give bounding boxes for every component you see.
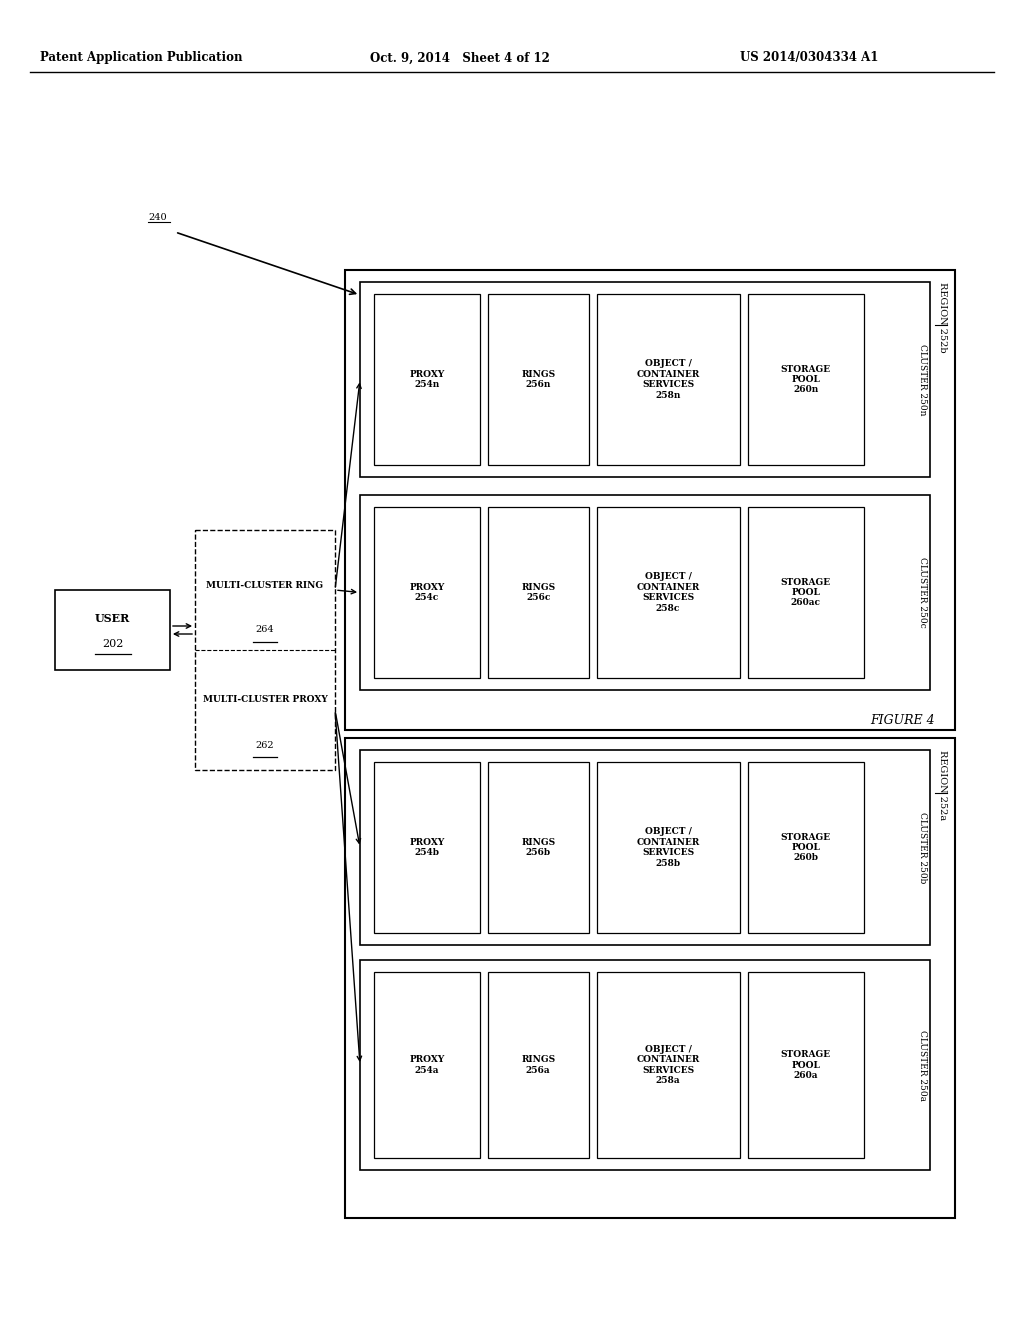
Bar [374, 972, 480, 1158]
Bar [374, 762, 480, 933]
Text: MULTI-CLUSTER RING: MULTI-CLUSTER RING [207, 581, 324, 590]
Text: STORAGE
POOL
260a: STORAGE POOL 260a [780, 1051, 830, 1080]
Bar [487, 972, 589, 1158]
Text: PROXY
254c: PROXY 254c [410, 583, 444, 602]
Bar [597, 972, 739, 1158]
Bar [597, 762, 739, 933]
Bar [748, 972, 864, 1158]
Text: REGION 252a: REGION 252a [938, 750, 947, 820]
Bar [487, 294, 589, 465]
Bar [360, 495, 930, 690]
Text: STORAGE
POOL
260b: STORAGE POOL 260b [780, 833, 830, 862]
Bar [345, 271, 955, 730]
Text: OBJECT /
CONTAINER
SERVICES
258b: OBJECT / CONTAINER SERVICES 258b [636, 828, 699, 867]
Text: PROXY
254n: PROXY 254n [410, 370, 444, 389]
Text: OBJECT /
CONTAINER
SERVICES
258a: OBJECT / CONTAINER SERVICES 258a [636, 1045, 699, 1085]
Bar [360, 750, 930, 945]
Bar [374, 294, 480, 465]
Text: Oct. 9, 2014   Sheet 4 of 12: Oct. 9, 2014 Sheet 4 of 12 [370, 51, 550, 65]
Text: OBJECT /
CONTAINER
SERVICES
258c: OBJECT / CONTAINER SERVICES 258c [636, 573, 699, 612]
Bar [360, 960, 930, 1170]
Bar [55, 590, 170, 671]
Text: PROXY
254b: PROXY 254b [410, 838, 444, 857]
Text: US 2014/0304334 A1: US 2014/0304334 A1 [740, 51, 879, 65]
Text: STORAGE
POOL
260ac: STORAGE POOL 260ac [780, 578, 830, 607]
Bar [597, 507, 739, 678]
Bar [360, 282, 930, 477]
Text: RINGS
256n: RINGS 256n [521, 370, 555, 389]
Bar [345, 738, 955, 1218]
Bar [748, 762, 864, 933]
Text: MULTI-CLUSTER PROXY: MULTI-CLUSTER PROXY [203, 696, 328, 705]
Text: RINGS
256c: RINGS 256c [521, 583, 555, 602]
Text: CLUSTER 250a: CLUSTER 250a [918, 1030, 927, 1101]
Bar [597, 294, 739, 465]
Text: RINGS
256a: RINGS 256a [521, 1055, 555, 1074]
Text: CLUSTER 250n: CLUSTER 250n [918, 343, 927, 416]
Bar [195, 531, 335, 770]
Bar [748, 294, 864, 465]
Text: Patent Application Publication: Patent Application Publication [40, 51, 243, 65]
Text: CLUSTER 250c: CLUSTER 250c [918, 557, 927, 628]
Text: 202: 202 [101, 639, 123, 649]
Text: FIGURE 4: FIGURE 4 [870, 714, 935, 726]
Bar [748, 507, 864, 678]
Text: STORAGE
POOL
260n: STORAGE POOL 260n [780, 364, 830, 395]
Text: 262: 262 [256, 741, 274, 750]
Text: USER: USER [95, 612, 130, 623]
Text: REGION 252b: REGION 252b [938, 282, 947, 352]
Text: 240: 240 [148, 214, 167, 223]
Text: 264: 264 [256, 626, 274, 635]
Text: PROXY
254a: PROXY 254a [410, 1055, 444, 1074]
Text: OBJECT /
CONTAINER
SERVICES
258n: OBJECT / CONTAINER SERVICES 258n [636, 359, 699, 400]
Text: CLUSTER 250b: CLUSTER 250b [918, 812, 927, 883]
Bar [374, 507, 480, 678]
Text: RINGS
256b: RINGS 256b [521, 838, 555, 857]
Bar [487, 762, 589, 933]
Bar [487, 507, 589, 678]
